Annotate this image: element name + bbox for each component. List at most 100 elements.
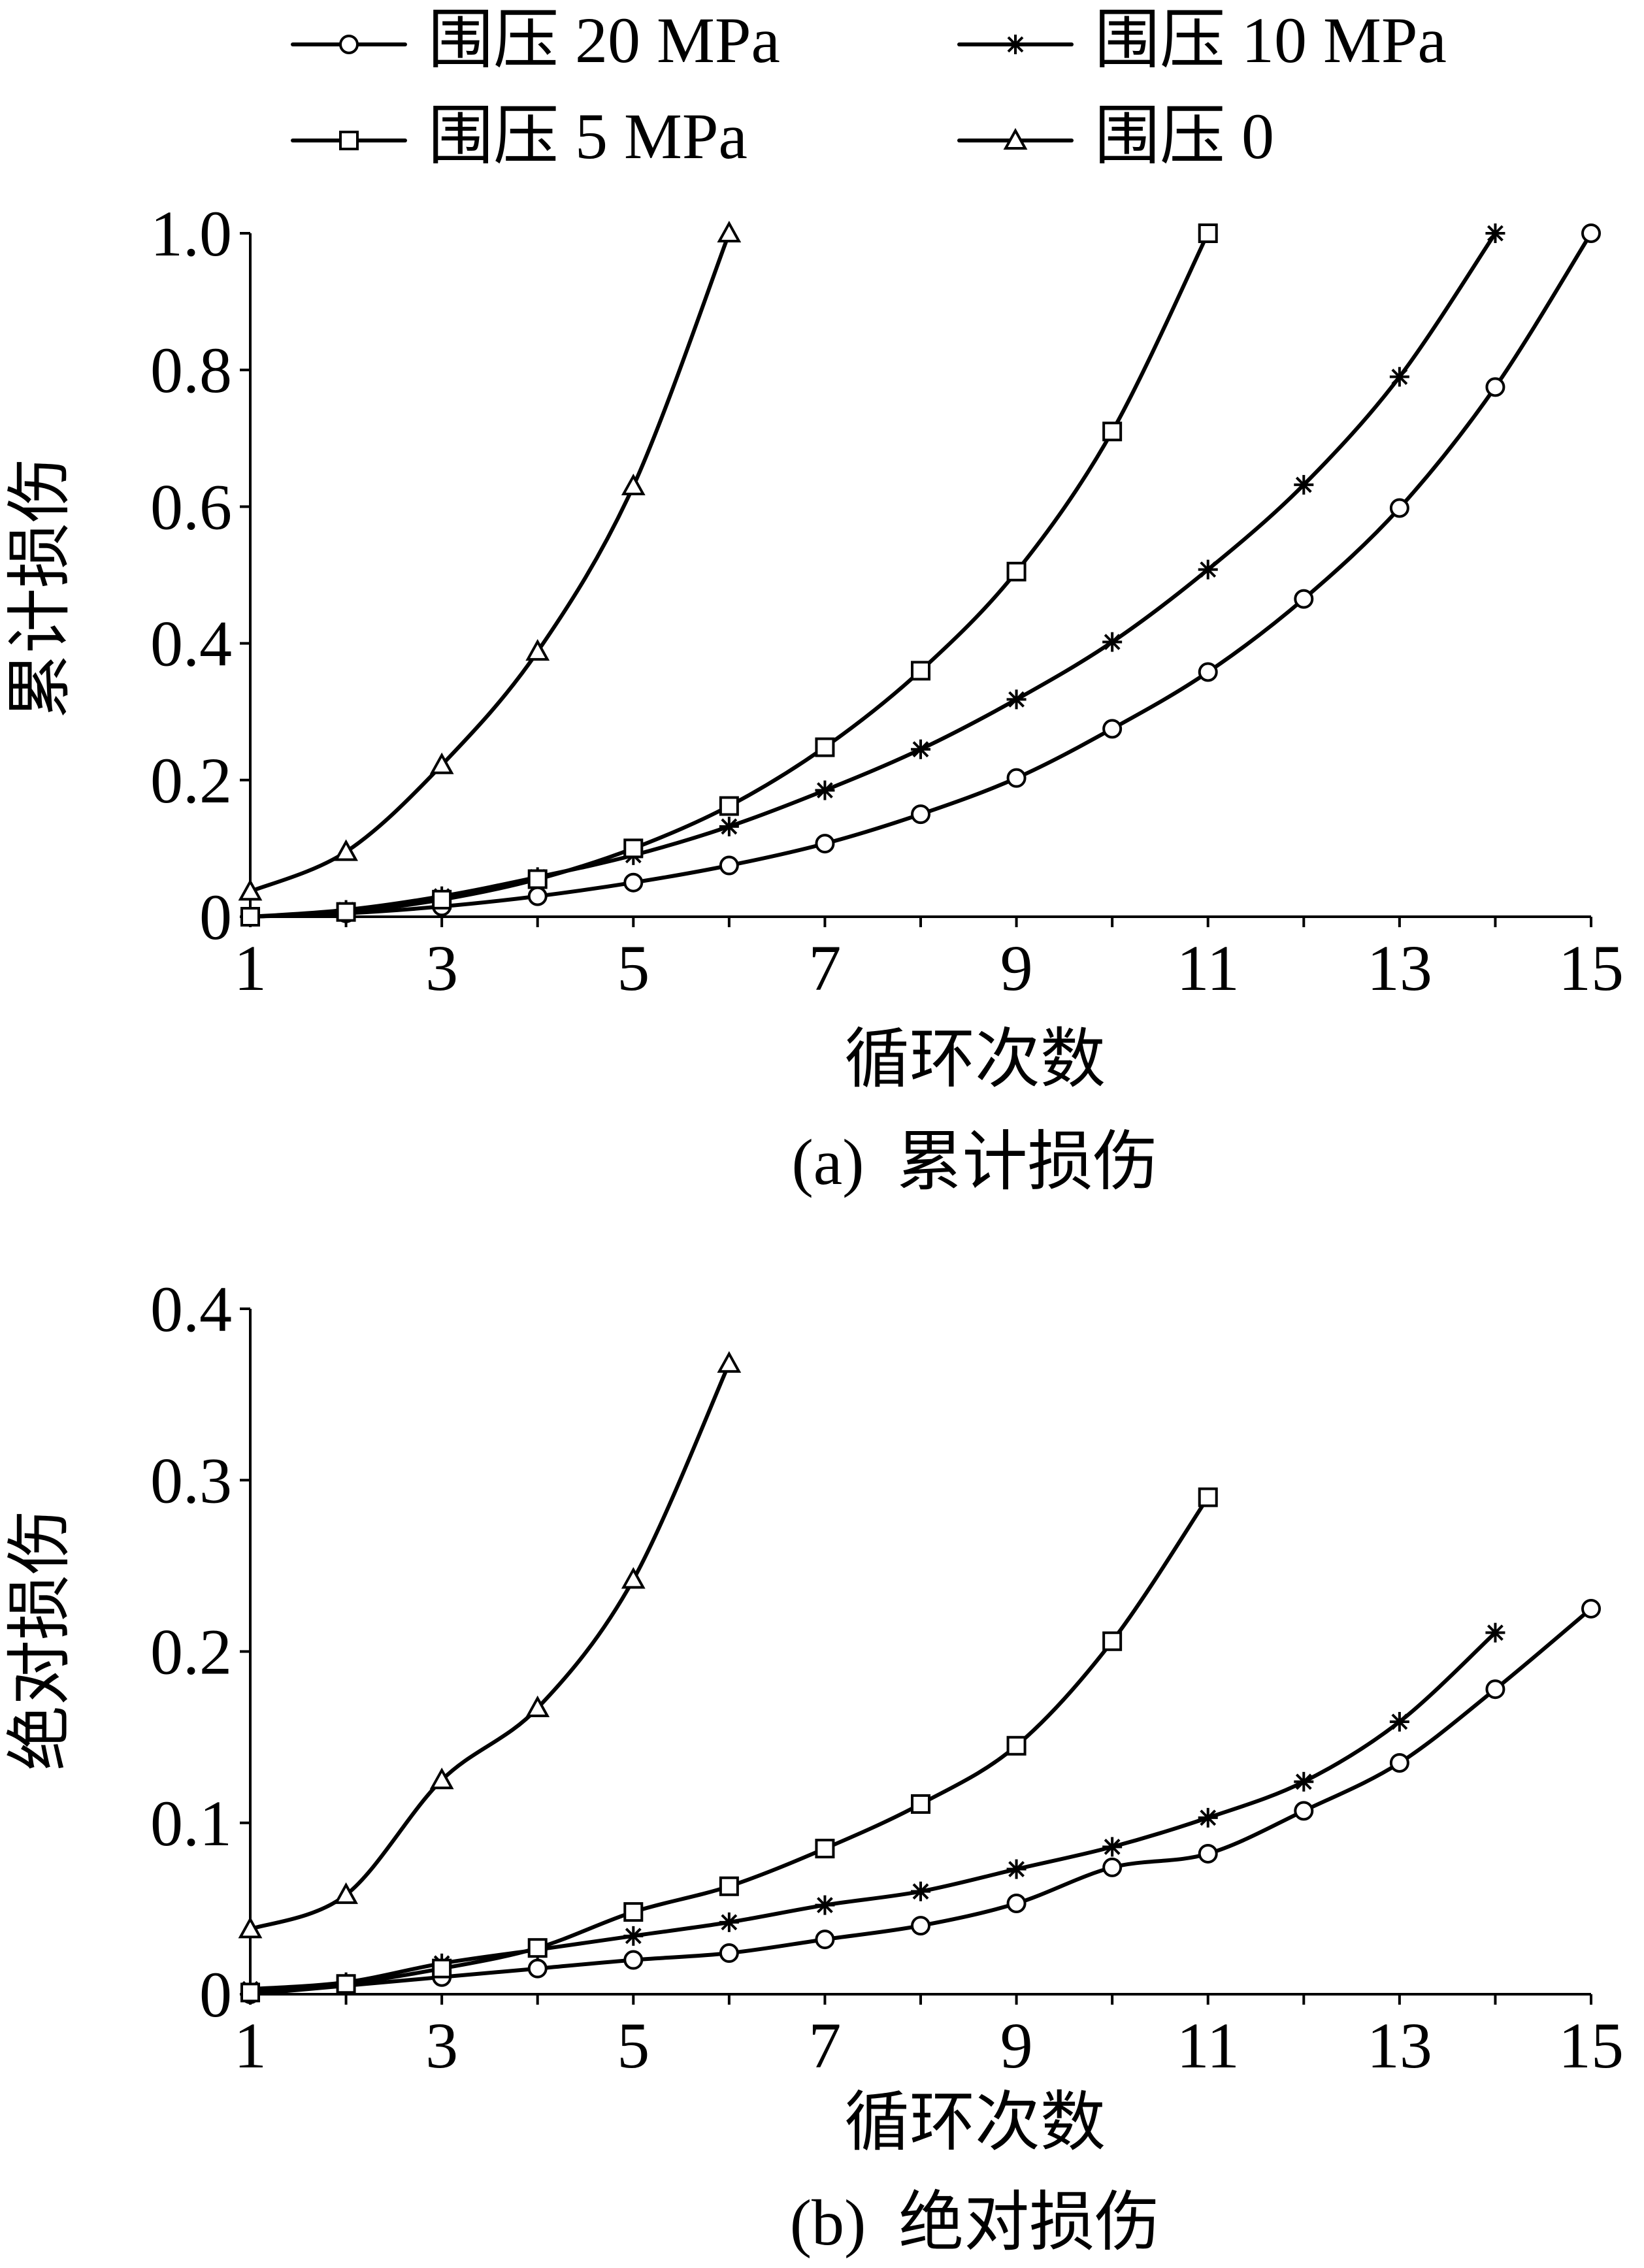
legend-item-20mpa: 围压 20 MPa bbox=[291, 4, 780, 76]
x-tick-label: 9 bbox=[1000, 2009, 1033, 2082]
data-point-circle bbox=[815, 834, 835, 854]
data-point-triangle bbox=[334, 1882, 358, 1904]
data-point-star bbox=[1485, 223, 1505, 243]
legend-label: 围压 10 MPa bbox=[1094, 4, 1447, 76]
x-axis: 1 3 5 7 9 11 13 15 bbox=[234, 917, 1624, 1004]
y-tick-label: 0.8 bbox=[150, 334, 232, 406]
series-star bbox=[240, 223, 1505, 927]
x-tick-label: 1 bbox=[234, 2009, 267, 2082]
data-point-star bbox=[911, 739, 930, 759]
data-point-square bbox=[719, 796, 739, 816]
x-axis: 1 3 5 7 9 11 13 15 bbox=[234, 1994, 1624, 2082]
data-point-star bbox=[815, 1895, 835, 1915]
y-axis: 0 0.1 0.2 0.3 0.4 bbox=[150, 1273, 250, 2031]
x-tick-label: 15 bbox=[1558, 932, 1624, 1004]
y-axis: 0 0.2 0.4 0.6 0.8 1.0 bbox=[150, 197, 250, 953]
data-point-square bbox=[336, 1974, 356, 1994]
subplot-caption: (b) 绝对损伤 bbox=[790, 2186, 1160, 2259]
series-line bbox=[248, 1361, 731, 1931]
y-axis-label: 累计损伤 bbox=[4, 457, 76, 719]
data-point-triangle bbox=[621, 1567, 646, 1589]
data-point-square bbox=[432, 1958, 452, 1979]
legend-item-5mpa: 围压 5 MPa bbox=[291, 100, 748, 173]
data-point-circle bbox=[1485, 377, 1505, 397]
data-point-circle bbox=[1485, 1679, 1505, 1700]
data-point-square bbox=[1102, 421, 1123, 442]
data-point-star bbox=[1198, 559, 1218, 580]
data-point-circle bbox=[815, 1930, 835, 1950]
data-point-square bbox=[911, 661, 930, 681]
data-point-square bbox=[1006, 561, 1027, 582]
data-point-triangle bbox=[717, 1351, 742, 1373]
data-point-circle bbox=[1198, 662, 1218, 682]
x-tick-label: 7 bbox=[808, 932, 841, 1004]
data-point-square bbox=[240, 907, 260, 927]
data-point-star bbox=[1006, 1859, 1027, 1879]
x-tick-label: 11 bbox=[1177, 932, 1240, 1004]
y-tick-label: 1.0 bbox=[150, 197, 232, 270]
series-square bbox=[240, 1487, 1218, 2003]
data-point-square bbox=[719, 1876, 739, 1896]
x-tick-label: 9 bbox=[1000, 932, 1033, 1004]
data-point-square bbox=[240, 1982, 260, 2003]
series-group bbox=[238, 220, 1601, 927]
x-tick-label: 5 bbox=[617, 2009, 649, 2082]
x-axis-label: 循环次数 bbox=[844, 2086, 1106, 2159]
data-point-star bbox=[719, 816, 739, 836]
data-point-square bbox=[623, 1902, 644, 1922]
data-point-square bbox=[815, 737, 835, 757]
legend-label: 围压 5 MPa bbox=[428, 100, 748, 173]
data-point-circle bbox=[1198, 1843, 1218, 1864]
data-point-circle bbox=[1389, 1752, 1409, 1773]
data-point-star bbox=[1198, 1807, 1218, 1828]
axes-frame bbox=[249, 1309, 1591, 1996]
data-point-circle bbox=[527, 1958, 548, 1979]
data-point-star bbox=[911, 1881, 930, 1901]
x-tick-label: 3 bbox=[425, 2009, 458, 2082]
data-point-star bbox=[623, 1926, 644, 1946]
data-point-circle bbox=[1294, 1801, 1314, 1821]
data-point-star bbox=[1006, 689, 1027, 710]
series-circle bbox=[240, 223, 1601, 927]
data-point-circle bbox=[719, 1943, 739, 1964]
y-axis-label: 绝对损伤 bbox=[4, 1509, 76, 1771]
y-tick-label: 0.2 bbox=[150, 1616, 232, 1688]
data-point-square bbox=[527, 869, 548, 889]
chart-cumulative-damage: 00.20.40.60.81.0 1 3 5 7 9 11 13 15 循环次数 累计损伤 (… bbox=[4, 197, 1624, 1198]
y-tick-label: 0.3 bbox=[150, 1444, 232, 1517]
data-point-circle bbox=[1006, 1894, 1027, 1914]
x-tick-label: 13 bbox=[1367, 2009, 1432, 2082]
data-point-square bbox=[623, 838, 644, 859]
y-tick-label: 0.2 bbox=[150, 744, 232, 817]
series-line bbox=[248, 231, 1210, 919]
data-point-circle bbox=[911, 1916, 930, 1936]
data-point-triangle bbox=[334, 839, 358, 861]
data-point-circle bbox=[1294, 589, 1314, 609]
data-point-triangle bbox=[238, 1916, 263, 1939]
chart-absolute-damage: 00.10.20.30.4 1 3 5 7 9 11 13 15 循环次数 绝对损伤 (b) … bbox=[4, 1273, 1624, 2259]
data-point-circle bbox=[1581, 223, 1601, 243]
data-point-star bbox=[815, 780, 835, 800]
series-group bbox=[238, 1351, 1601, 2004]
data-point-circle bbox=[911, 804, 930, 825]
data-point-circle bbox=[1102, 1857, 1123, 1877]
data-point-star bbox=[1102, 1837, 1123, 1857]
data-point-triangle bbox=[717, 220, 742, 242]
data-point-triangle bbox=[621, 473, 646, 496]
y-tick-label: 0.1 bbox=[150, 1787, 232, 1860]
data-point-circle bbox=[719, 855, 739, 876]
series-star bbox=[240, 1622, 1505, 1999]
x-tick-label: 13 bbox=[1367, 932, 1432, 1004]
y-tick-label: 0 bbox=[199, 881, 232, 953]
series-line bbox=[248, 231, 731, 894]
data-point-star bbox=[1102, 632, 1123, 652]
legend-item-0: 围压 0 bbox=[957, 100, 1274, 173]
data-point-square bbox=[1198, 1487, 1218, 1507]
data-point-triangle bbox=[238, 879, 263, 901]
y-tick-label: 0.4 bbox=[150, 1273, 232, 1345]
data-point-star bbox=[1294, 1771, 1314, 1792]
x-tick-label: 5 bbox=[617, 932, 649, 1004]
data-point-star bbox=[719, 1912, 739, 1932]
legend-label: 围压 20 MPa bbox=[428, 4, 780, 76]
